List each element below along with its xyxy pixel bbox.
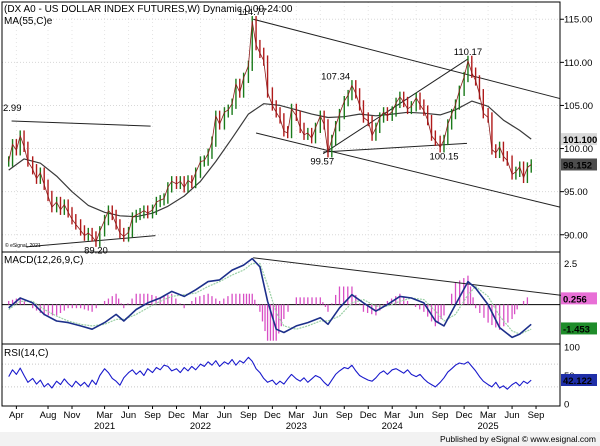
price-annotation: 99.57: [310, 156, 334, 167]
rsi-tick-label: 100: [564, 343, 580, 354]
macd-tick-label: 2.5: [564, 259, 577, 270]
price-chart-title: (DX A0 - US DOLLAR INDEX FUTURES,W) Dyna…: [4, 4, 293, 15]
rsi-series: [8, 356, 532, 390]
price-trendline-3: [255, 132, 561, 208]
month-label: Jun: [409, 410, 424, 421]
price-last-tag: 98.152: [563, 160, 592, 171]
price-last-tag-bg: [561, 158, 597, 171]
macd-axis-ticks: 2.5: [564, 259, 577, 270]
rsi-value-tag-bg: [561, 373, 597, 386]
macd-trendline: [253, 257, 563, 297]
month-label: Dec: [264, 410, 281, 421]
rsi-title: RSI(14,C): [4, 348, 48, 359]
month-label: Jun: [504, 410, 519, 421]
macd-line: [8, 257, 532, 339]
rsi-value-tags: 42.122: [561, 373, 597, 387]
price-value-tags: 101.100 98.152: [561, 133, 597, 171]
macd-trendline-0: [253, 257, 563, 297]
price-annotation: 89.20: [84, 246, 108, 257]
ma-last-tag: 101.100: [563, 135, 597, 146]
price-tick-label: 95.00: [564, 187, 588, 198]
year-label: 2021: [94, 421, 115, 432]
price-panel: 90.00 95.00 100.00 105.00 110.00 115.00 114.7…: [1, 1, 597, 257]
month-label: Dec: [168, 410, 185, 421]
macd-signal-tag-bg: [561, 322, 597, 335]
month-label: Mar: [288, 410, 304, 421]
month-label: Dec: [360, 410, 377, 421]
year-label: 2023: [286, 421, 307, 432]
macd-value-tags: 0.256 -1.453: [561, 292, 597, 335]
month-label: Mar: [384, 410, 400, 421]
macd-panel: 2.5 MACD(12,26,9,C) 0.256 -1.453: [1, 251, 597, 345]
footer-credit: Published by eSignal © www.esignal.com: [440, 434, 596, 444]
month-label: Sep: [240, 410, 257, 421]
month-label: Sep: [336, 410, 353, 421]
rsi-panel: 100500 RSI(14,C) 42.122: [1, 343, 597, 411]
macd-series: [8, 257, 532, 339]
price-annotation: 100.15: [429, 151, 458, 162]
price-annotation: 110.17: [454, 47, 482, 58]
macd-value-tag-bg: [561, 292, 597, 305]
price-annotations: 114.77 110.17 107.34 99.57 100.15 89.20 2.99: [3, 7, 482, 256]
month-label: Apr: [9, 410, 24, 421]
month-label: Jun: [217, 410, 232, 421]
month-label: Jun: [121, 410, 136, 421]
ma-indicator-label: MA(55,C)e: [4, 16, 53, 27]
price-tick-label: 115.00: [564, 15, 592, 26]
price-tick-label: 110.00: [564, 58, 592, 69]
year-label: 2025: [478, 421, 499, 432]
month-label: Mar: [192, 410, 208, 421]
month-label: Jun: [313, 410, 328, 421]
price-annotation: 107.34: [321, 71, 350, 82]
price-trendline-4: [323, 142, 468, 153]
price-series: [8, 16, 532, 247]
year-label: 2024: [382, 421, 403, 432]
rsi-value-tag: 42.122: [563, 376, 592, 387]
month-label: Sep: [528, 410, 545, 421]
ma-last-tag-bg: [561, 133, 597, 146]
price-trendline-1: [25, 235, 156, 248]
price-gridlines: [2, 2, 560, 252]
macd-value-tag: 0.256: [563, 294, 587, 305]
copyright-label: © eSignal, 2021: [5, 242, 41, 249]
price-line: [8, 20, 532, 243]
time-axis: Apr Aug Nov Mar Jun Sep Dec Mar Jun Sep Dec Mar Jun S…: [9, 406, 545, 432]
macd-title: MACD(12,26,9,C): [4, 255, 83, 266]
price-axis-ticks: 90.00 95.00 100.00 105.00 110.00 115.00: [560, 15, 593, 241]
price-trendline-0: [11, 120, 151, 127]
month-label: Dec: [456, 410, 473, 421]
month-label: Sep: [144, 410, 161, 421]
price-annotation: 2.99: [3, 103, 22, 114]
month-label: Mar: [480, 410, 496, 421]
month-label: Mar: [96, 410, 112, 421]
price-trendline-2: [253, 18, 561, 100]
month-label: Nov: [64, 410, 81, 421]
rsi-line: [8, 356, 532, 390]
month-label: Sep: [432, 410, 449, 421]
price-tick-label: 105.00: [564, 101, 593, 112]
price-tick-label: 100.00: [564, 144, 593, 155]
price-tick-label: 90.00: [564, 230, 588, 241]
rsi-gridlines: [2, 363, 560, 388]
footer-bar: [0, 432, 600, 446]
rsi-tick-label: 0: [564, 400, 569, 411]
macd-signal-tag: -1.453: [563, 324, 590, 335]
year-label: 2022: [190, 421, 211, 432]
price-annotation: 114.77: [238, 7, 266, 18]
month-label: Aug: [40, 410, 57, 421]
rsi-panel-frame: [1, 343, 561, 407]
